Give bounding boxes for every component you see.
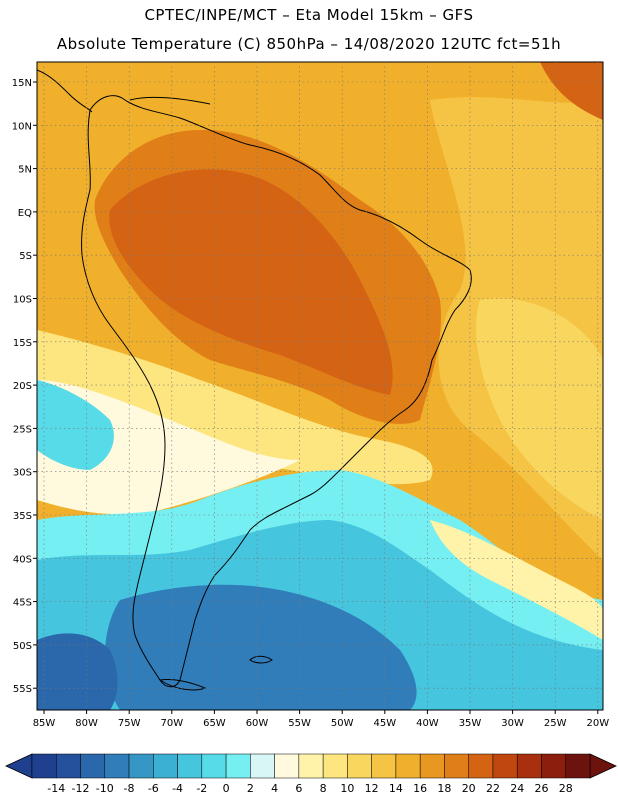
lat-label: 45S: [13, 598, 32, 609]
colorbar-label: 8: [320, 782, 327, 795]
lon-label: 30W: [501, 718, 524, 729]
temperature-field: [37, 62, 603, 710]
lat-label: 10N: [12, 121, 32, 132]
colorbar-label: 12: [365, 782, 379, 795]
colorbar-label: -12: [72, 782, 90, 795]
lon-label: 55W: [288, 718, 311, 729]
colorbar-swatch: [298, 753, 324, 779]
map-title: CPTEC/INPE/MCT – Eta Model 15km – GFS: [144, 6, 474, 24]
colorbar-label: -10: [96, 782, 114, 795]
colorbar-swatch: [322, 753, 348, 779]
field-cold-sw: [37, 633, 118, 710]
lon-label: 75W: [118, 718, 141, 729]
lat-label: 55S: [13, 684, 32, 695]
colorbar-label: 22: [486, 782, 500, 795]
colorbar-label: -6: [148, 782, 159, 795]
lon-label: 35W: [459, 718, 482, 729]
colorbar-swatch: [128, 753, 154, 779]
lon-label: 60W: [246, 718, 269, 729]
lat-label: 30S: [13, 468, 32, 479]
longitude-labels: 85W 80W 75W 70W 65W 60W 55W 50W 45W 40W 35W 30W 25W 2…: [33, 718, 610, 729]
lon-label: 85W: [33, 718, 56, 729]
colorbar-label: 16: [413, 782, 427, 795]
map-subtitle: Absolute Temperature (C) 850hPa – 14/08/…: [56, 35, 562, 53]
colorbar-swatch: [565, 753, 591, 779]
island-falklands: [249, 655, 273, 664]
latitude-labels: 15N 10N 5N EQ 5S 10S 15S 20S 25S 30S 35S 40S 45S 50S 5…: [12, 78, 32, 695]
colorbar-label: 28: [559, 782, 573, 795]
colorbar-label: 4: [271, 782, 278, 795]
lat-label: 10S: [13, 295, 32, 306]
colorbar-label: 10: [340, 782, 354, 795]
lon-label: 45W: [373, 718, 396, 729]
lat-label: 5S: [19, 251, 32, 262]
field-pacific-cold: [37, 380, 114, 470]
colorbar-swatch: [201, 753, 227, 779]
colorbar-label: 6: [295, 782, 302, 795]
colorbar-swatch: [419, 753, 445, 779]
colorbar-swatch: [80, 753, 106, 779]
colorbar-swatch: [153, 753, 178, 779]
lon-label: 40W: [416, 718, 439, 729]
field-yellow-east-inner: [476, 298, 603, 520]
lat-label: 50S: [13, 641, 32, 652]
colorbar-swatch: [56, 753, 81, 779]
colorbar-label: 24: [510, 782, 524, 795]
field-hot-ne: [540, 62, 603, 120]
graticule: [33, 62, 603, 714]
colorbar-swatch: [371, 753, 397, 779]
map-frame: [36, 61, 604, 711]
colorbar-label: 0: [223, 782, 230, 795]
colorbar-swatch: [516, 753, 542, 779]
colorbar-swatch: [250, 753, 275, 779]
lon-label: 25W: [544, 718, 567, 729]
colorbar-label: 2: [247, 782, 254, 795]
lat-label: 15N: [12, 78, 32, 89]
field-warm-tongue-se: [430, 520, 603, 640]
lat-label: 25S: [13, 424, 32, 435]
colorbar-swatch: [395, 753, 421, 779]
colorbar-swatch: [225, 753, 251, 779]
lat-label: 5N: [18, 165, 32, 176]
colorbar-swatch: [177, 753, 203, 779]
field-hotter-continent: [109, 169, 393, 395]
colorbar-swatch: [444, 753, 469, 779]
colorbar-swatch: [31, 753, 57, 779]
field-coldest-south: [105, 584, 417, 710]
colorbar-label: 14: [389, 782, 403, 795]
colorbar: -14 -12 -10 -8 -6 -4 -2 0 2 4 6 8 10 12 14 16 18 20 22 24 26…: [5, 753, 617, 795]
colorbar-label: 18: [437, 782, 451, 795]
colorbar-label: -4: [172, 782, 183, 795]
colorbar-swatch: [541, 753, 566, 779]
coastline-caribbean: [129, 97, 211, 105]
colorbar-arrow-low: [5, 753, 33, 779]
colorbar-label: -8: [124, 782, 135, 795]
colorbar-label: 26: [534, 782, 548, 795]
colorbar-label: 20: [462, 782, 476, 795]
lat-label: 35S: [13, 511, 32, 522]
coastline-south-america: [81, 95, 472, 688]
colorbar-swatch: [104, 753, 130, 779]
lat-label: 15S: [13, 338, 32, 349]
lat-label: 20S: [13, 381, 32, 392]
lon-label: 65W: [203, 718, 226, 729]
lat-label: 40S: [13, 554, 32, 565]
colorbar-swatch: [492, 753, 518, 779]
colorbar-label: -14: [47, 782, 65, 795]
lon-label: 20W: [586, 718, 609, 729]
colorbar-arrow-high: [589, 753, 617, 779]
lat-label: EQ: [18, 208, 32, 219]
lon-label: 80W: [75, 718, 98, 729]
colorbar-swatch: [468, 753, 494, 779]
lon-label: 70W: [160, 718, 183, 729]
colorbar-swatch: [274, 753, 300, 779]
lon-label: 50W: [331, 718, 354, 729]
colorbar-swatch: [347, 753, 372, 779]
coastline-central-america: [37, 69, 93, 113]
colorbar-label: -2: [196, 782, 207, 795]
